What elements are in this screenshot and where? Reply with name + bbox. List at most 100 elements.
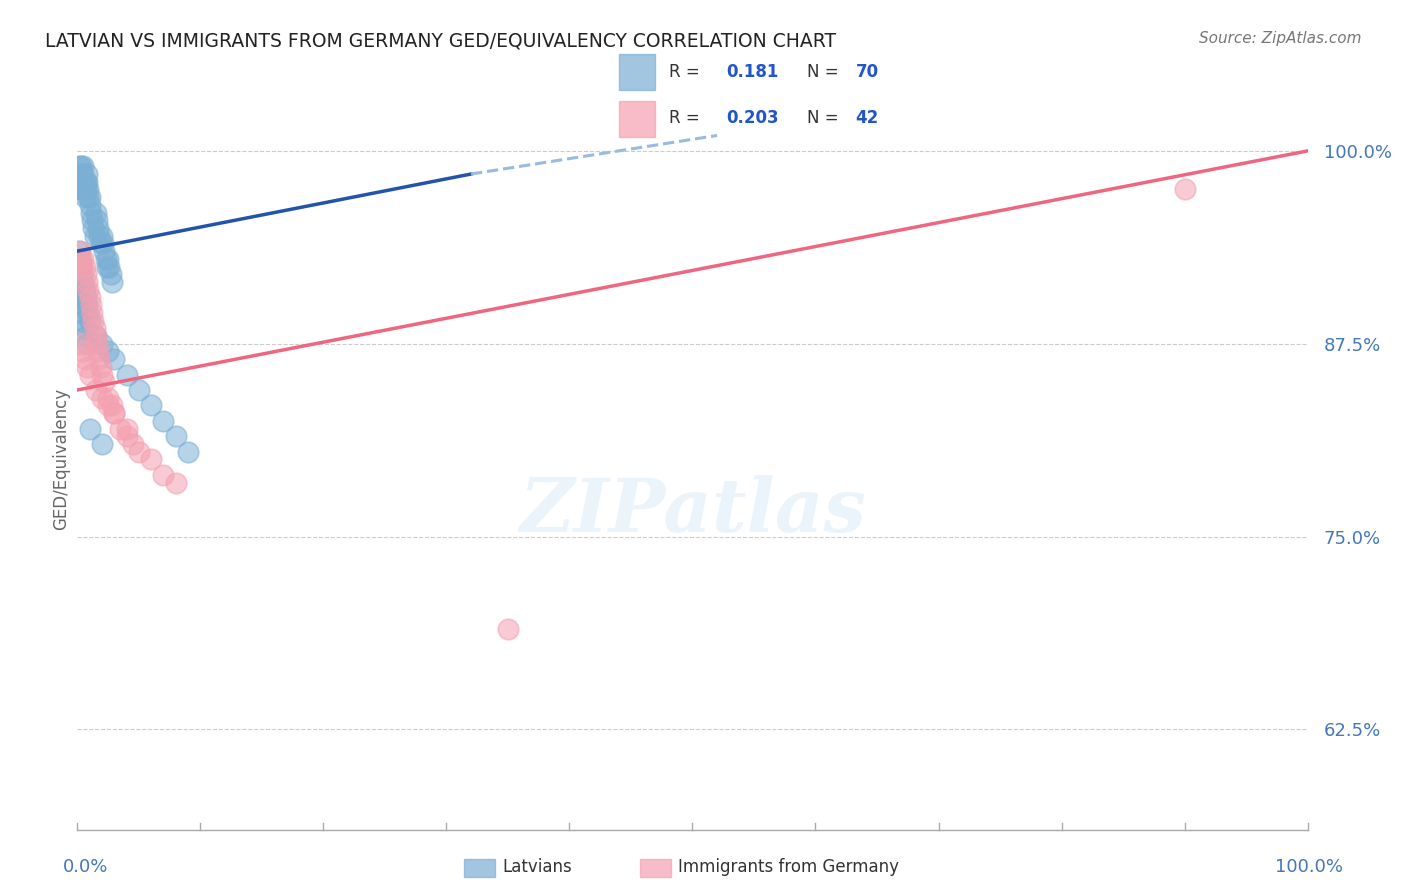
Point: [82, 306, 104, 320]
Text: LATVIAN VS IMMIGRANTS FROM GERMANY GED/EQUIVALENCY CORRELATION CHART: LATVIAN VS IMMIGRANTS FROM GERMANY GED/E…: [45, 31, 837, 50]
Point: [70, 260, 93, 274]
Point: [90, 228, 114, 243]
Point: [70, 159, 93, 173]
Point: [69, 290, 91, 304]
Point: [73, 283, 96, 297]
Text: 0.181: 0.181: [727, 62, 779, 81]
Point: [82, 213, 104, 227]
Point: [128, 444, 150, 458]
Point: [79, 198, 101, 212]
Point: [70, 268, 93, 282]
Point: [115, 429, 138, 443]
Text: Immigrants from Germany: Immigrants from Germany: [678, 858, 898, 876]
Point: [103, 406, 125, 420]
Point: [165, 429, 187, 443]
Point: [69, 244, 91, 259]
Point: [103, 406, 125, 420]
Point: [70, 182, 93, 196]
Point: [100, 268, 122, 282]
Point: [80, 205, 103, 219]
Text: Latvians: Latvians: [502, 858, 572, 876]
Point: [152, 467, 174, 482]
Text: N =: N =: [807, 62, 844, 81]
Text: 0.203: 0.203: [727, 109, 779, 127]
Text: 42: 42: [855, 109, 879, 127]
Point: [79, 290, 101, 304]
Point: [79, 368, 101, 382]
Point: [141, 398, 163, 412]
Point: [72, 252, 94, 266]
Point: [141, 452, 163, 467]
Point: [83, 321, 105, 335]
Point: [76, 167, 98, 181]
Point: [73, 352, 96, 367]
Point: [73, 182, 96, 196]
Point: [89, 352, 111, 367]
Text: 100.0%: 100.0%: [1275, 858, 1343, 876]
Text: N =: N =: [807, 109, 844, 127]
Text: 70: 70: [855, 62, 879, 81]
Point: [80, 298, 103, 312]
Point: [73, 321, 96, 335]
Point: [90, 336, 114, 351]
Point: [115, 421, 138, 435]
Text: 0.0%: 0.0%: [63, 858, 108, 876]
Point: [79, 313, 101, 327]
Point: [110, 421, 132, 435]
Point: [90, 236, 112, 251]
Point: [97, 252, 120, 266]
Point: [70, 182, 93, 196]
Point: [90, 368, 114, 382]
Point: [70, 344, 93, 359]
Point: [83, 228, 105, 243]
Point: [82, 221, 104, 235]
Point: [91, 236, 114, 251]
Point: [73, 190, 96, 204]
Point: [86, 336, 108, 351]
Point: [89, 228, 111, 243]
Point: [77, 283, 100, 297]
Point: [90, 359, 112, 374]
Point: [72, 175, 94, 189]
Point: [87, 344, 110, 359]
Point: [75, 175, 97, 189]
Text: R =: R =: [669, 109, 706, 127]
Point: [93, 244, 115, 259]
Point: [75, 182, 97, 196]
Point: [1174, 182, 1197, 196]
Point: [97, 398, 120, 412]
Point: [177, 444, 200, 458]
Point: [103, 352, 125, 367]
Point: [70, 167, 93, 181]
Point: [67, 283, 90, 297]
Point: [152, 414, 174, 428]
Point: [90, 437, 114, 451]
Point: [79, 421, 101, 435]
Y-axis label: GED/Equivalency: GED/Equivalency: [52, 388, 70, 531]
Text: Source: ZipAtlas.com: Source: ZipAtlas.com: [1198, 31, 1361, 46]
Point: [84, 205, 107, 219]
Point: [70, 298, 93, 312]
Point: [76, 298, 98, 312]
Point: [79, 190, 101, 204]
Point: [86, 213, 108, 227]
Point: [93, 376, 115, 390]
Point: [75, 268, 97, 282]
Point: [94, 252, 117, 266]
Point: [76, 359, 98, 374]
Point: [76, 175, 98, 189]
Text: R =: R =: [669, 62, 706, 81]
Point: [69, 252, 91, 266]
Point: [90, 391, 114, 405]
Point: [67, 159, 90, 173]
Point: [69, 182, 91, 196]
Point: [84, 329, 107, 343]
Point: [101, 275, 124, 289]
Point: [84, 383, 107, 397]
Point: [101, 398, 124, 412]
Point: [96, 260, 118, 274]
Point: [70, 252, 93, 266]
Point: [67, 167, 90, 181]
Point: [84, 329, 107, 343]
Point: [77, 182, 100, 196]
